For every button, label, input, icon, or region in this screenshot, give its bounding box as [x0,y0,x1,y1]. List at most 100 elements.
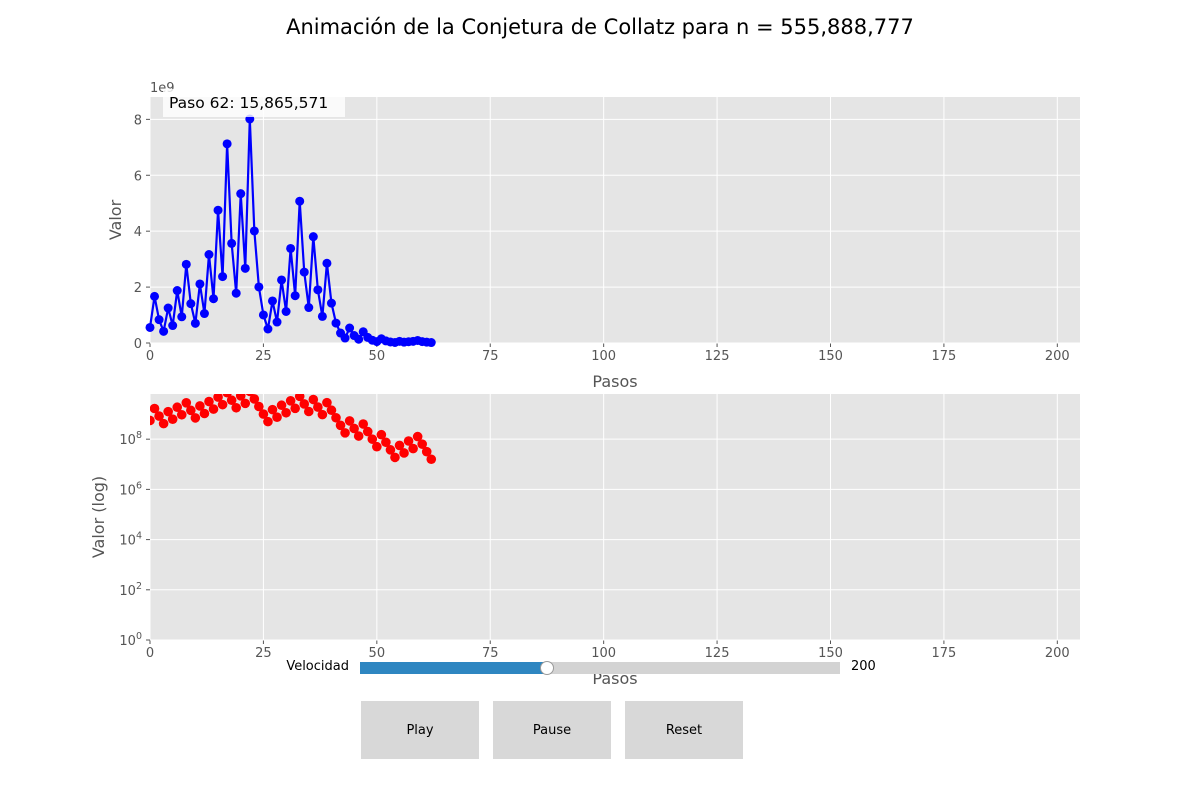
data-point [163,303,173,313]
reset-button[interactable]: Reset [625,701,743,759]
x-axis-label: Pasos [592,372,637,391]
data-point [308,394,319,405]
data-point [231,402,241,413]
data-point [267,296,277,306]
data-point [150,291,160,301]
data-point [181,398,192,408]
y-tick-base: 10 [119,634,136,649]
data-point [372,441,382,452]
play-button[interactable]: Play [361,701,479,759]
data-point [304,303,314,313]
data-point [408,443,418,454]
data-point [285,396,296,406]
data-point [204,396,214,407]
log-chart-panel: 0 25 50 75 100 125 150 175 200100102104106108Pas… [89,394,1080,688]
step-annotation: Paso 62: 15,865,571 [169,94,328,112]
y-tick-label: 4 [134,225,142,240]
data-point [272,317,282,327]
data-point [358,419,369,429]
data-point [177,312,187,322]
data-point [331,318,341,328]
data-point [426,338,436,348]
y-tick-label: 108 [119,430,142,448]
data-point [258,409,269,419]
data-point [344,416,355,426]
data-point [267,404,278,415]
x-tick-label: 50 [369,646,386,661]
data-point [213,205,223,215]
data-point [313,285,323,295]
data-point [154,411,164,421]
y-tick-exponent: 6 [136,480,142,491]
data-point [236,189,246,199]
data-point [217,399,228,410]
data-point [340,428,350,438]
speed-slider-label: Velocidad [286,659,349,674]
x-tick-label: 125 [705,349,730,364]
x-tick-label: 150 [818,646,843,661]
data-point [421,446,432,457]
data-point [168,321,178,331]
data-point [412,431,423,442]
x-tick-label: 175 [931,349,956,364]
data-point [367,434,378,444]
x-tick-label: 0 [146,646,154,661]
data-point [249,394,260,404]
data-point [322,397,332,408]
speed-slider-value: 200 [851,659,876,674]
plot-area [150,97,1080,343]
data-point [362,426,373,437]
data-point [263,416,273,427]
data-point [417,439,427,449]
data-point [335,420,346,431]
data-point [353,431,364,441]
data-point [213,394,223,402]
data-point [354,334,364,344]
data-point [277,275,287,285]
data-point [159,326,169,336]
data-point [317,311,327,321]
x-tick-label: 200 [1045,646,1070,661]
data-point [326,298,336,308]
x-tick-label: 25 [255,349,272,364]
y-tick-exponent: 8 [136,430,142,441]
x-tick-label: 50 [369,349,386,364]
data-point [258,310,268,320]
annotation-box [163,89,345,117]
data-point [308,232,318,242]
y-tick-label: 8 [134,113,142,128]
speed-slider-handle[interactable] [540,661,555,675]
data-point [381,437,391,448]
data-point [208,404,219,414]
data-point [240,263,250,273]
pause-button[interactable]: Pause [493,701,611,759]
data-point [145,322,155,332]
data-point [176,409,187,420]
linear-chart-panel: 0 25 50 75 100 125 150 175 200024681e9PasosValor… [106,81,1080,391]
data-point [172,286,182,296]
y-tick-base: 10 [119,534,136,549]
y-tick-label: 102 [119,581,142,599]
x-tick-label: 200 [1045,349,1070,364]
data-point [150,415,155,426]
data-point [204,249,214,259]
data-point [299,267,309,277]
data-point [263,324,273,334]
y-tick-label: 2 [134,281,142,296]
y-axis-label: Valor [106,199,125,240]
x-tick-label: 0 [146,349,154,364]
data-point [340,333,350,343]
data-point [199,408,210,419]
data-point [394,440,405,451]
speed-slider-track[interactable] [360,661,840,675]
data-point [290,403,300,414]
data-point [403,436,414,446]
y-tick-label: 104 [119,531,142,549]
y-tick-label: 106 [119,480,142,498]
data-point [190,413,201,423]
data-point [331,412,341,423]
x-tick-label: 125 [705,646,730,661]
data-point [272,412,282,422]
data-point [349,423,359,434]
